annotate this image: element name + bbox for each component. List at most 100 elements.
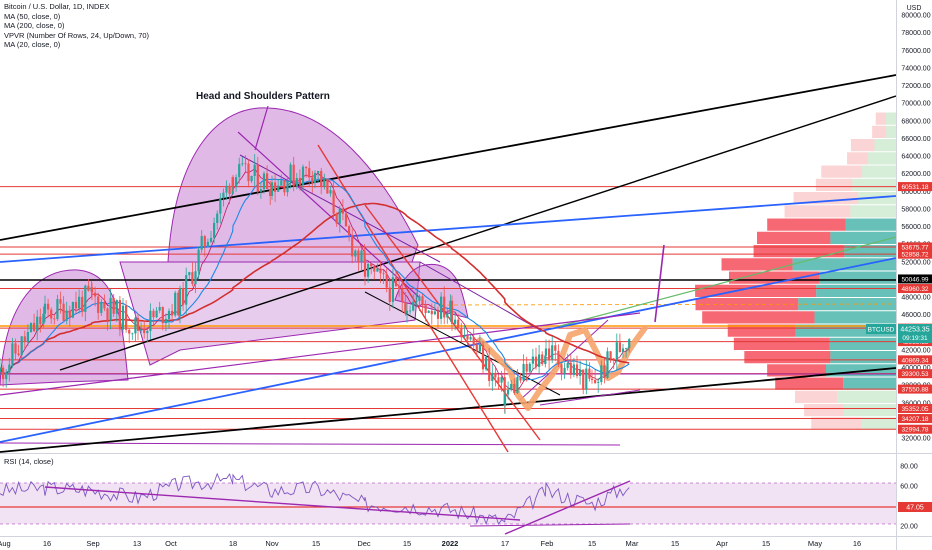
time-tick: Feb [541,539,554,548]
candle-body [326,178,329,194]
legend-ma50[interactable]: MA (50, close, 0) [4,11,61,21]
candle-body [491,372,494,381]
candle-body [125,305,128,330]
candle-body [33,322,36,332]
legend-ma20[interactable]: MA (20, close, 0) [4,40,61,49]
current-price-tag: BTCUSD 44253.35 09:19:31 [866,324,932,343]
candle-body [84,285,87,312]
candle-body [427,310,430,313]
purple-head-line [237,131,421,299]
candle-body [572,364,575,375]
candle-body [557,350,560,365]
volume-profile-down-bar [872,125,887,138]
volume-profile-down-bar [733,337,830,350]
purple-head-spike [254,105,269,151]
volume-profile-up-bar [886,125,896,138]
candle-body [317,170,320,173]
candle-body [47,303,50,310]
candle-body [612,358,615,360]
level-tag-bg [898,249,932,259]
candle-body [575,364,579,376]
volume-profile-down-bar [775,377,844,390]
chart-legend: Bitcoin / U.S. Dollar, 1D, INDEX MA (50,… [4,2,149,50]
candle-body [335,213,338,224]
rsi-legend[interactable]: RSI (14, close) [4,457,54,466]
candle-body [430,310,433,315]
volume-profile-up-bar [868,152,896,165]
price-tick: 76000.00 [901,48,930,55]
level-tag: 39300.53 [901,371,928,378]
candle-body [463,335,466,338]
legend-title[interactable]: Bitcoin / U.S. Dollar, 1D, INDEX [4,2,110,11]
candle-body [516,376,519,394]
candle-body [398,286,401,289]
volume-profile-down-bar [793,192,859,205]
candle-body [405,310,409,314]
candle-body [348,226,351,236]
volume-profile-down-bar [695,298,799,311]
candle-body [367,264,370,277]
candle-body [621,348,625,353]
candle-body [590,378,594,381]
candle-body [269,188,272,196]
candle-body [14,343,17,354]
volume-profile-up-bar [830,231,896,244]
candle-body [388,287,391,302]
candle-body [65,310,68,321]
candle-body [11,343,14,365]
candle-body [87,285,90,291]
candle-body [485,357,488,370]
candle-body [394,277,398,287]
volume-profile-down-bar [756,231,831,244]
candle-body [373,266,376,272]
candle-body [50,309,53,319]
time-tick: 16 [853,539,861,548]
candle-body [298,178,301,185]
candle-body [472,337,475,346]
orange-dashed-level [439,303,896,306]
candle-body [370,264,373,267]
volume-profile-up-bar [792,258,896,271]
time-tick: 17 [501,539,509,548]
volume-profile-down-bar [795,390,838,403]
level-tag-bg [898,369,932,379]
candle-body [262,173,266,190]
current-countdown: 09:19:31 [902,335,928,342]
horizontal-levels [0,186,896,430]
volume-profile-up-bar [862,165,896,178]
candle-body [323,178,326,187]
candle-body [418,296,421,301]
rsi-trendline-base [469,523,631,527]
time-tick: Mar [626,539,639,548]
candle-body [450,300,454,324]
candle-body [507,389,510,395]
rsi-band [0,483,896,524]
time-tick: 13 [133,539,141,548]
candle-body [26,332,29,343]
legend-ma200[interactable]: MA (200, close, 0) [4,21,65,30]
time-axis[interactable]: Aug 16 Sep 13 Oct 18 Nov 15 Dec 15 2022 17 Feb 15 Mar 1… [0,539,861,548]
candle-body [244,163,247,165]
candle-body [313,172,317,183]
legend-vpvr[interactable]: VPVR (Number Of Rows, 24, Up/Down, 70) [4,30,150,40]
volume-profile-up-bar [886,112,896,125]
rsi-line [0,472,630,526]
candle-body [174,292,177,316]
candle-body [121,305,125,330]
time-tick: 15 [671,539,679,548]
price-tick: 64000.00 [901,154,930,161]
candle-body [115,300,118,314]
candle-body [615,342,618,360]
candle-body [253,164,256,176]
candle-body [62,303,65,321]
candle-body [305,166,308,169]
candle-body [177,292,180,316]
candle-body [36,316,39,332]
volume-profile [695,112,896,430]
candle-body [178,288,182,316]
volume-profile-down-bar [847,152,869,165]
level-tag-bg [898,424,932,434]
candle-body [8,364,11,373]
